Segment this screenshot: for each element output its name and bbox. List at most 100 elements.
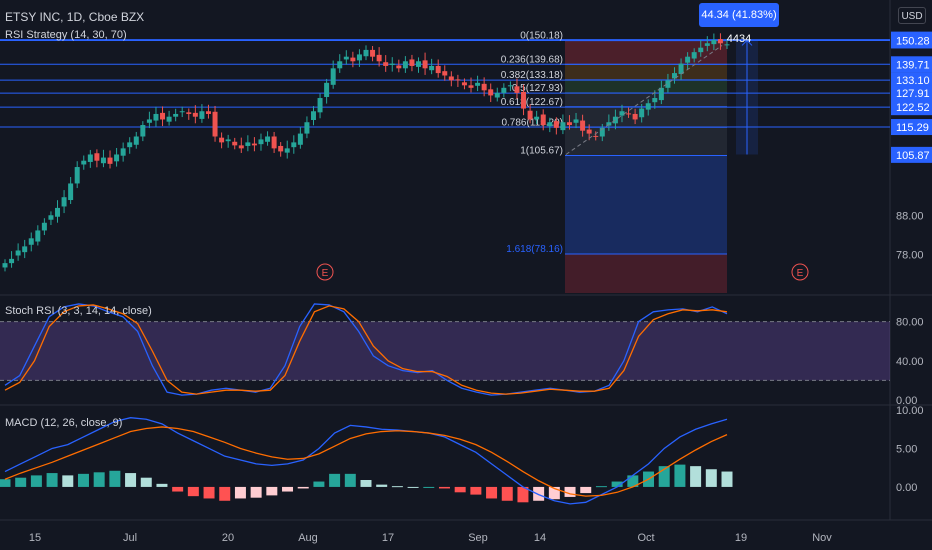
macd-histogram-bar [627, 475, 639, 487]
candle-body [612, 116, 618, 124]
candle-body [560, 122, 566, 131]
candle-body [488, 89, 494, 96]
candle-body [475, 82, 481, 86]
price-tag [891, 32, 932, 49]
candle-body [678, 63, 684, 75]
earnings-marker [316, 263, 334, 281]
price-tick-label: 78.00 [896, 250, 924, 262]
candle-body [199, 111, 205, 119]
macd-histogram-bar [438, 486, 450, 489]
macd-tick-label: 10.00 [896, 405, 924, 417]
macd-histogram-bar [313, 481, 325, 487]
macd-histogram-bar [423, 486, 435, 488]
macd-title: MACD (12, 26, close, 9) [5, 417, 123, 429]
candle-body [232, 141, 238, 146]
earnings-marker-label: E [322, 268, 329, 279]
macd-histogram-bar [156, 483, 168, 487]
time-tick-label: 19 [735, 532, 747, 544]
fib-label: 0.236(139.68) [501, 54, 563, 65]
macd-histogram-bar [674, 464, 686, 487]
candle-body [61, 197, 67, 207]
macd-histogram-bar [533, 486, 545, 501]
candle-body [547, 122, 553, 127]
stoch-tick-label: 40.00 [896, 356, 924, 368]
measure-label: 44.34 (41.83%) 4434 [699, 3, 779, 45]
fib-label: 0.618(122.67) [501, 97, 563, 108]
fib-label: 0.5(127.93) [512, 83, 563, 94]
candle-body [225, 139, 231, 142]
candle-body [691, 52, 697, 59]
earnings-marker [791, 263, 809, 281]
macd-histogram-bar [266, 486, 278, 496]
macd-histogram-bar [501, 486, 513, 501]
chart-title: ETSY INC, 1D, Cboe BZX [5, 10, 145, 24]
candle-body [114, 154, 120, 162]
macd-histogram-bar [203, 486, 215, 499]
candle-body [337, 61, 343, 69]
candle-body [599, 127, 605, 137]
macd-histogram-bar [721, 471, 733, 487]
candle-body [665, 80, 671, 88]
macd-histogram-bar [548, 486, 560, 500]
time-tick-label: Oct [637, 532, 654, 544]
stoch-rsi-title: Stoch RSI (3, 3, 14, 14, close) [5, 305, 152, 317]
macd-histogram-bar [329, 473, 341, 487]
fib-label: 0.786(115.20) [501, 117, 563, 128]
candle-body [343, 56, 349, 60]
candle-body [534, 116, 540, 120]
stoch-tick-label: 80.00 [896, 317, 924, 329]
candle-body [481, 83, 487, 91]
candle-body [291, 142, 297, 148]
price-tag [891, 146, 932, 163]
candle-body [120, 148, 126, 156]
candle-body [265, 136, 271, 142]
fib-zone [565, 40, 727, 65]
price-tag [891, 72, 932, 89]
candle-body [580, 120, 586, 131]
time-tick-label: 15 [29, 532, 41, 544]
candle-body [652, 98, 658, 103]
macd-histogram-bar [391, 486, 403, 488]
candle-body [258, 139, 264, 145]
candle-body [251, 143, 257, 146]
candle-body [356, 54, 362, 61]
macd-histogram-bar [407, 486, 419, 488]
candle-body [271, 136, 277, 149]
candle-body [28, 238, 34, 245]
macd-histogram-bar [705, 469, 717, 487]
candle-body [514, 86, 520, 93]
candle-body [55, 207, 61, 217]
price-tick-label: 105.87 [896, 150, 930, 162]
candle-body [402, 61, 408, 69]
candle-body [461, 82, 467, 86]
macd-tick-label: 5.00 [896, 443, 917, 455]
time-tick-label: Sep [468, 532, 488, 544]
candle-body [619, 111, 625, 116]
candle-body [15, 250, 21, 256]
macd-histogram-bar [376, 484, 388, 487]
currency-selector[interactable]: USD [898, 7, 926, 24]
stoch-line-d [4, 304, 728, 395]
fib-label: 0.382(133.18) [501, 70, 563, 81]
candle-body [527, 110, 533, 120]
price-tag [891, 119, 932, 136]
macd-histogram-bar [77, 473, 89, 487]
candle-body [153, 113, 159, 121]
time-tick-label: 17 [382, 532, 394, 544]
fib-label: 1.618(78.16) [506, 244, 563, 255]
candle-body [396, 65, 402, 69]
candle-body [422, 60, 428, 69]
candle-body [376, 54, 382, 62]
candle-body [133, 136, 139, 145]
candle-body [284, 148, 290, 153]
candle-body [2, 263, 8, 268]
candle-body [317, 98, 323, 113]
candle-body [304, 122, 310, 134]
candle-body [363, 49, 369, 57]
fib-zone [565, 253, 727, 293]
macd-histogram-bar [109, 470, 121, 487]
macd-histogram-bar [517, 486, 529, 503]
macd-histogram-bar [0, 479, 11, 487]
price-tick-label: 88.00 [896, 210, 924, 222]
